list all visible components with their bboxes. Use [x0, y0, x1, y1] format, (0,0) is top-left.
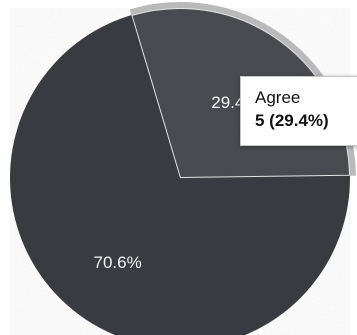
pie-slice-other[interactable] [10, 15, 350, 335]
tooltip-label: Agree [255, 88, 301, 107]
slice-label-other: 70.6% [93, 252, 142, 272]
slice-tooltip: Agree 5 (29.4%) [240, 76, 357, 146]
tooltip-value: 5 (29.4%) [255, 111, 329, 130]
